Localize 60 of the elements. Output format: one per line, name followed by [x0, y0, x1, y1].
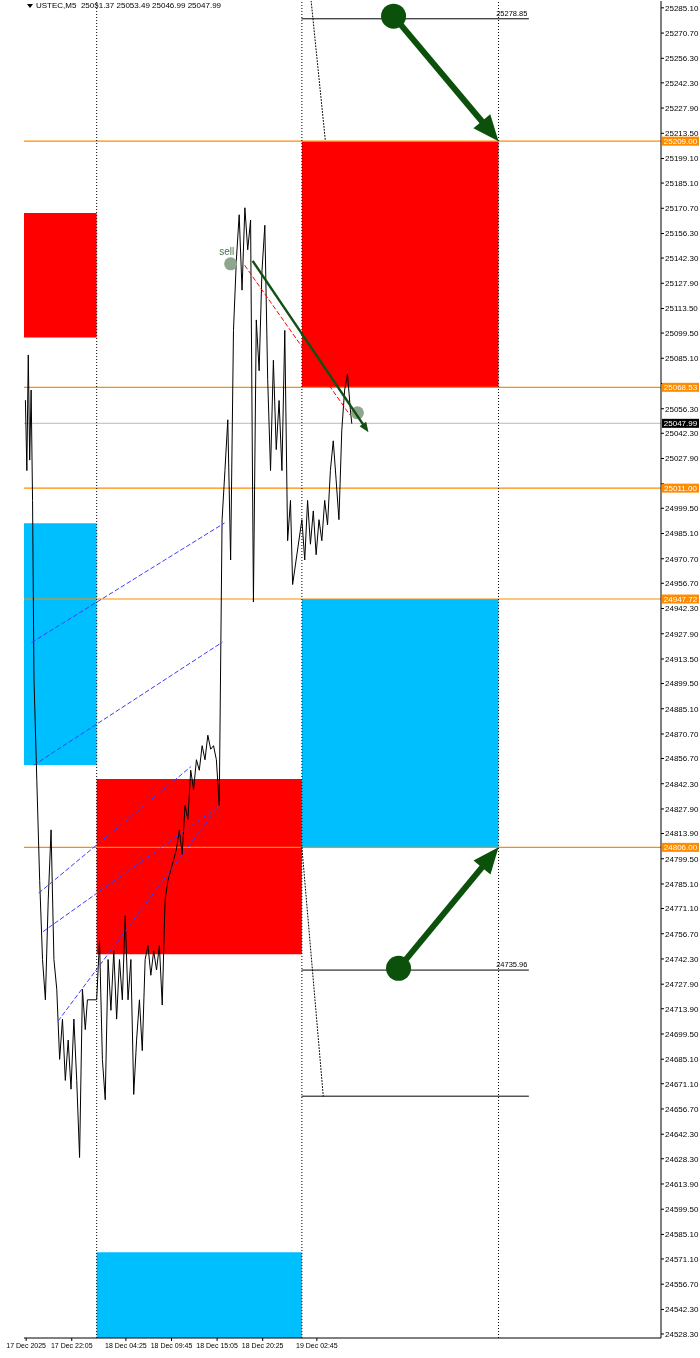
y-tick-label: 24542.30 [665, 1305, 699, 1315]
y-tick-label: 24699.50 [665, 1029, 699, 1039]
y-tick-label: 24528.30 [665, 1329, 699, 1339]
ref-line-label: 25047.99 [663, 419, 698, 429]
ref-line-label: 25068.53 [663, 383, 698, 393]
y-tick-label: 24999.50 [665, 504, 699, 514]
y-tick-label: 25113.50 [665, 304, 699, 314]
y-tick-label: 24856.70 [665, 754, 699, 764]
y-tick-label: 25256.30 [665, 54, 699, 64]
y-tick-label: 24813.90 [665, 829, 699, 839]
y-tick-label: 25227.90 [665, 103, 699, 113]
y-tick-label: 24913.50 [665, 654, 699, 664]
chart-title: USTEC,M5 25051.37 25053.49 25046.99 25047.99 [36, 1, 222, 11]
y-tick-label: 25127.90 [665, 279, 699, 289]
y-tick-label: 24599.50 [665, 1205, 699, 1215]
y-tick-label: 24642.30 [665, 1130, 699, 1140]
y-tick-label: 24785.10 [665, 879, 699, 889]
y-tick-label: 24885.10 [665, 704, 699, 714]
y-tick-label: 24585.10 [665, 1230, 699, 1240]
y-tick-label: 25213.50 [665, 129, 699, 139]
y-tick-label: 24899.50 [665, 679, 699, 689]
y-tick-label: 24713.90 [665, 1004, 699, 1014]
y-tick-label: 25056.30 [665, 404, 699, 414]
y-tick-label: 24799.50 [665, 854, 699, 864]
y-tick-label: 24956.70 [665, 579, 699, 589]
y-tick-label: 25085.10 [665, 354, 699, 364]
y-tick-label: 24613.90 [665, 1179, 699, 1189]
y-tick-label: 24671.10 [665, 1079, 699, 1089]
y-tick-label: 24970.70 [665, 554, 699, 564]
annotation: sell [219, 245, 235, 257]
y-tick-label: 24927.90 [665, 629, 699, 639]
ref-line-label: 25209.00 [663, 137, 698, 147]
y-tick-label: 24685.10 [665, 1055, 699, 1065]
y-tick-label: 24842.30 [665, 779, 699, 789]
y-tick-label: 25142.30 [665, 253, 699, 263]
ref-line-label: 24947.72 [663, 595, 698, 605]
y-tick-label: 25027.90 [665, 454, 699, 464]
y-tick-label: 24742.30 [665, 954, 699, 964]
y-tick-label: 24827.90 [665, 804, 699, 814]
ref-line-label: 24806.00 [663, 843, 698, 853]
y-tick-label: 25285.10 [665, 3, 699, 13]
y-tick-label: 24656.70 [665, 1104, 699, 1114]
y-tick-label: 24571.10 [665, 1254, 699, 1264]
y-tick-label: 24985.10 [665, 529, 699, 539]
y-tick-label: 25185.10 [665, 178, 699, 188]
y-tick-label: 25242.30 [665, 78, 699, 88]
ref-line-label: 25011.00 [664, 484, 698, 494]
y-tick-label: 24556.70 [665, 1280, 699, 1290]
y-tick-label: 24727.90 [665, 980, 699, 990]
y-tick-label: 25042.30 [665, 429, 699, 439]
y-tick-label: 25199.10 [665, 154, 699, 164]
y-tick-label: 25156.30 [665, 229, 699, 239]
y-tick-label: 24771.10 [665, 904, 699, 914]
y-tick-label: 24756.70 [665, 929, 699, 939]
y-tick-label: 24870.70 [665, 729, 699, 739]
y-tick-label: 25099.50 [665, 328, 699, 338]
y-tick-label: 24942.30 [665, 604, 699, 614]
y-tick-label: 25270.70 [665, 28, 699, 38]
y-tick-label: 24628.30 [665, 1154, 699, 1164]
y-tick-label: 25170.70 [665, 204, 699, 214]
